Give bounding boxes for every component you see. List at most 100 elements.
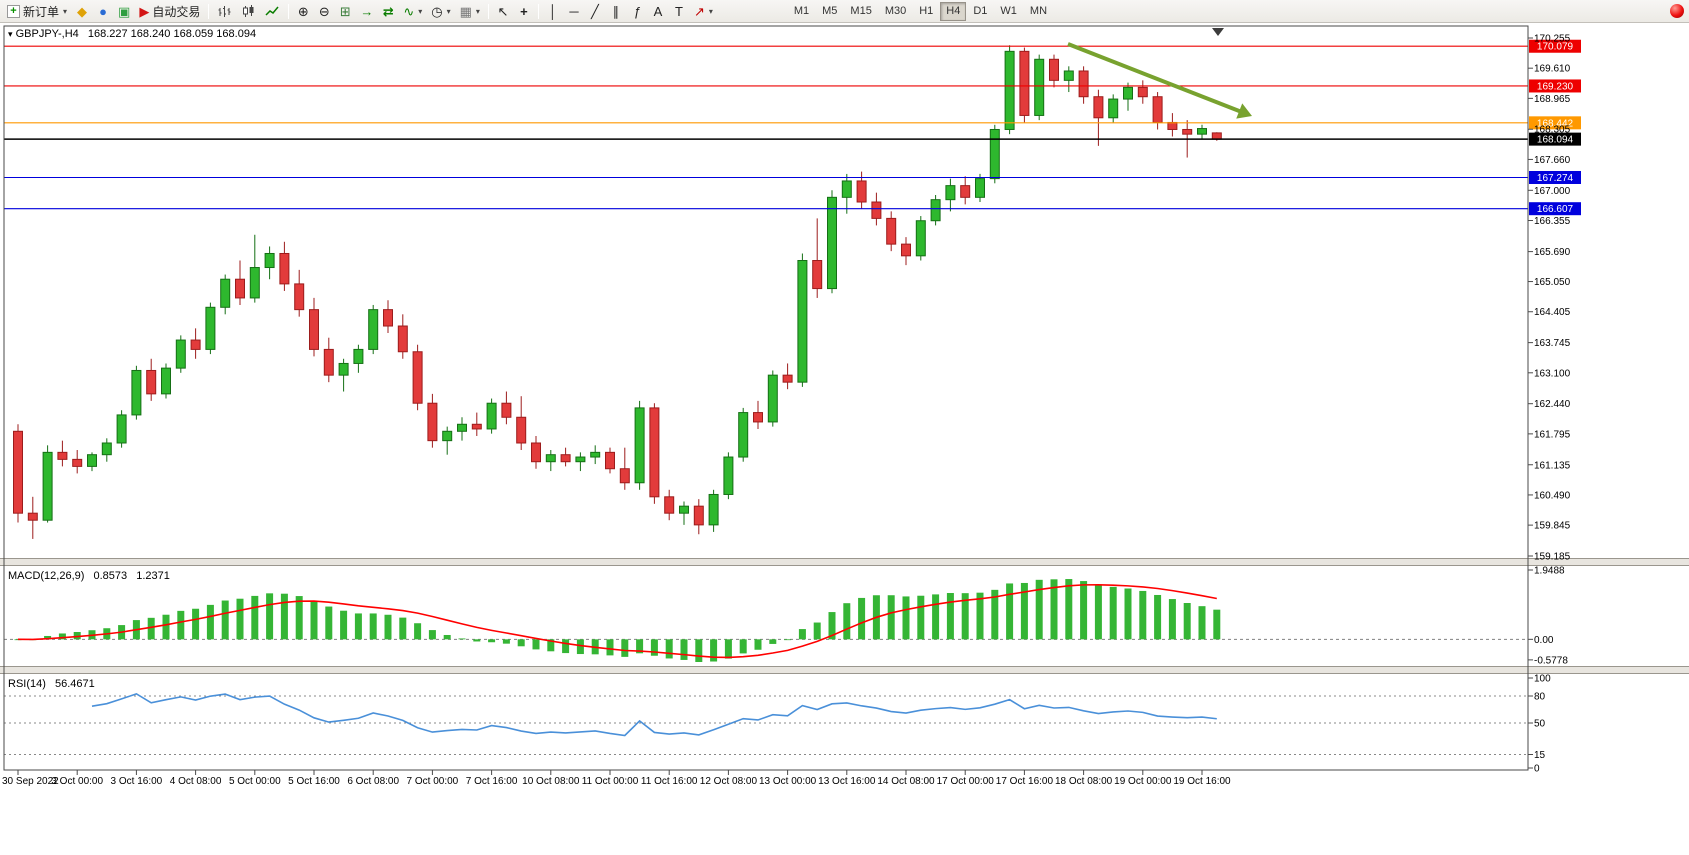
tile-windows-button[interactable]: ⊞ bbox=[335, 2, 355, 21]
timeframe-m5-button[interactable]: M5 bbox=[816, 2, 843, 21]
text-label-button[interactable]: T bbox=[669, 2, 689, 21]
timeframe-m15-button[interactable]: M15 bbox=[844, 2, 877, 21]
timeframe-m30-button[interactable]: M30 bbox=[879, 2, 912, 21]
price-level-badge bbox=[1529, 39, 1581, 53]
vertical-line-button[interactable]: │ bbox=[543, 2, 563, 21]
axis-label: 159.185 bbox=[1534, 552, 1571, 563]
candle-body bbox=[294, 283, 305, 311]
macd-histogram-bar bbox=[769, 639, 777, 644]
market-button[interactable]: ● bbox=[93, 2, 113, 21]
candle-body bbox=[915, 220, 926, 257]
timeframe-h4-button[interactable]: H4 bbox=[940, 1, 967, 21]
axis-label: 3 Oct 16:00 bbox=[111, 776, 163, 787]
macd-histogram-bar bbox=[1139, 590, 1147, 640]
axis-label: 163.745 bbox=[1534, 338, 1571, 349]
community-button[interactable]: ▣ bbox=[114, 2, 134, 21]
candle-body bbox=[383, 309, 393, 327]
metaeditor-button[interactable]: ◆ bbox=[72, 2, 92, 21]
new-order-button[interactable]: + 新订单 ▾ bbox=[3, 2, 71, 21]
trend-arrow-line[interactable] bbox=[1067, 42, 1244, 115]
candlestick-chart-button[interactable] bbox=[237, 2, 260, 21]
autotrade-label: 自动交易 bbox=[152, 4, 201, 19]
one-click-trading-toggle-icon[interactable]: ▾ bbox=[8, 29, 13, 39]
axis-label: 168.965 bbox=[1534, 94, 1571, 105]
timeframe-w1-button[interactable]: W1 bbox=[994, 2, 1023, 21]
text-tool-button[interactable]: A bbox=[648, 2, 668, 21]
macd-histogram-bar bbox=[1065, 579, 1073, 640]
axis-label: 159.845 bbox=[1534, 521, 1571, 532]
axis-label: 160.490 bbox=[1534, 490, 1571, 501]
bar-chart-button[interactable] bbox=[213, 2, 236, 21]
autotrade-button[interactable]: ▶ 自动交易 bbox=[135, 2, 204, 21]
notification-icon[interactable] bbox=[1670, 4, 1684, 18]
price-axis[interactable]: 170.255 169.610 168.965 168.305 167.660 167.0… bbox=[1528, 34, 1571, 563]
macd-histogram-bar bbox=[695, 639, 703, 662]
axis-label: 164.405 bbox=[1534, 307, 1571, 318]
macd-histogram-bar bbox=[1006, 583, 1014, 640]
timeframe-h1-button[interactable]: H1 bbox=[913, 2, 939, 21]
axis-label: 168.305 bbox=[1534, 125, 1571, 136]
yellow-diamond-icon: ◆ bbox=[77, 3, 88, 19]
panel-splitter[interactable] bbox=[0, 558, 1689, 566]
timeframe-mn-button[interactable]: MN bbox=[1024, 2, 1053, 21]
candle-body bbox=[309, 309, 319, 350]
candle-body bbox=[960, 185, 971, 198]
candle-body bbox=[812, 260, 823, 290]
arrows-tool-button[interactable]: ↗ ▾ bbox=[690, 2, 717, 21]
horizontal-line-button[interactable]: ─ bbox=[564, 2, 584, 21]
indicators-button[interactable]: ∿ ▾ bbox=[399, 2, 426, 21]
trendline-button[interactable]: ╱ bbox=[585, 2, 605, 21]
candle-body bbox=[841, 180, 852, 198]
macd-histogram-bar bbox=[310, 600, 318, 640]
zoom-out-button[interactable]: ⊖ bbox=[314, 2, 334, 21]
line-chart-icon bbox=[265, 6, 279, 16]
auto-scroll-button[interactable]: → bbox=[356, 2, 377, 21]
candle-body bbox=[679, 505, 689, 514]
candle-body bbox=[723, 456, 734, 495]
macd-histogram-bar bbox=[1154, 594, 1162, 640]
macd-signal-value: 1.2371 bbox=[136, 570, 170, 582]
macd-histogram-bar bbox=[1109, 586, 1117, 640]
macd-histogram-bar bbox=[991, 589, 999, 640]
candle-body bbox=[649, 407, 660, 498]
chart-shift-button[interactable]: ⇄ bbox=[378, 2, 398, 21]
axis-label: 13 Oct 16:00 bbox=[818, 776, 876, 787]
zoom-in-button[interactable]: ⊕ bbox=[293, 2, 313, 21]
timeframe-d1-button[interactable]: D1 bbox=[967, 2, 993, 21]
macd-histogram-bar bbox=[828, 612, 836, 640]
macd-histogram-bar bbox=[206, 604, 214, 640]
templates-button[interactable]: ▦ ▾ bbox=[456, 2, 484, 21]
candle-body bbox=[397, 325, 408, 353]
crosshair-button[interactable]: + bbox=[514, 2, 534, 21]
candle-body bbox=[27, 512, 38, 521]
macd-histogram-bar bbox=[488, 639, 496, 643]
toolbar-separator bbox=[288, 3, 290, 19]
candle-body bbox=[871, 201, 882, 219]
price-level-badge bbox=[1529, 116, 1581, 130]
macd-histogram-bar bbox=[1124, 588, 1132, 640]
candle-body bbox=[619, 468, 630, 484]
timeframe-m1-button[interactable]: M1 bbox=[788, 2, 815, 21]
panel-splitter[interactable] bbox=[0, 666, 1689, 674]
macd-histogram-bar bbox=[1020, 582, 1028, 640]
axis-label: 169.230 bbox=[1537, 81, 1574, 92]
main-chart-layer[interactable] bbox=[4, 42, 1528, 539]
candle-body bbox=[989, 128, 1000, 180]
axis-label: 17 Oct 00:00 bbox=[937, 776, 995, 787]
channel-button[interactable]: ∥ bbox=[606, 2, 626, 21]
candle-body bbox=[545, 454, 556, 463]
macd-name: MACD(12,26,9) bbox=[8, 570, 85, 582]
chart-shift-marker[interactable] bbox=[1212, 28, 1224, 36]
macd-histogram-bar bbox=[517, 639, 525, 647]
axis-label: 1.9488 bbox=[1534, 566, 1565, 577]
price-level-badge bbox=[1529, 170, 1581, 184]
line-chart-button[interactable] bbox=[261, 2, 284, 21]
fibonacci-button[interactable]: ƒ bbox=[627, 2, 647, 21]
cursor-button[interactable]: ↖ bbox=[493, 2, 513, 21]
macd-histogram-bar bbox=[843, 603, 851, 640]
periods-button[interactable]: ◷ ▾ bbox=[427, 2, 454, 21]
axis-label: 169.610 bbox=[1534, 64, 1571, 75]
candle-body bbox=[886, 217, 897, 245]
